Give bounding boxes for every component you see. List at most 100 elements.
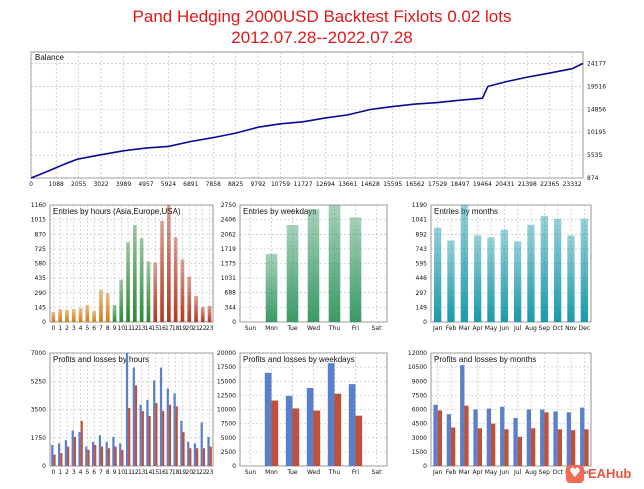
- x-tick-label: Thu: [328, 469, 340, 476]
- bar: [167, 205, 171, 322]
- x-tick-label: 5: [85, 325, 89, 332]
- x-tick-label: Feb: [446, 325, 457, 332]
- x-tick-label: 22365: [540, 181, 559, 188]
- eahub-logo-icon: ♥: [566, 465, 584, 483]
- y-tick-label: 5250: [31, 378, 46, 385]
- bar: [160, 221, 164, 322]
- balance-chart-title: Balance: [35, 53, 64, 62]
- x-tick-label: Jun: [499, 325, 510, 332]
- loss-bar: [141, 411, 144, 466]
- title-line-1: Pand Hedging 2000USD Backtest Fixlots 0.…: [132, 7, 512, 26]
- chart-title: Pand Hedging 2000USD Backtest Fixlots 0.…: [0, 6, 644, 48]
- balance-plot-frame: [30, 51, 584, 179]
- x-tick-label: 21: [192, 325, 200, 332]
- profit-bar: [71, 430, 74, 466]
- x-tick-label: 14: [145, 325, 153, 332]
- loss-bar: [168, 404, 172, 466]
- bar: [194, 295, 198, 322]
- y-tick-label: 2062: [221, 231, 236, 238]
- y-tick-label: 5000: [221, 435, 236, 442]
- x-tick-label: 21: [192, 469, 200, 476]
- bar: [307, 209, 320, 322]
- x-tick-label: 6891: [183, 181, 198, 188]
- bar: [173, 237, 178, 322]
- x-tick-label: Sep: [539, 469, 551, 476]
- y-tick-label: 0: [232, 319, 236, 326]
- x-tick-label: Oct: [552, 325, 563, 332]
- bar: [92, 310, 96, 322]
- profit-bar: [98, 435, 101, 466]
- loss-bar: [491, 423, 496, 466]
- y-tick-label: 19516: [587, 83, 606, 90]
- loss-bar: [114, 446, 117, 466]
- x-tick-label: Oct: [552, 469, 563, 476]
- x-tick-label: 6: [92, 469, 96, 476]
- profit-bar: [513, 418, 518, 466]
- bar: [328, 205, 341, 322]
- loss-bar: [571, 430, 576, 466]
- x-tick-label: 7858: [206, 181, 221, 188]
- bar: [265, 253, 278, 322]
- x-tick-label: 5924: [161, 181, 176, 188]
- x-tick-label: 0: [51, 325, 55, 332]
- loss-bar: [175, 406, 178, 466]
- loss-bar: [504, 429, 509, 466]
- bar: [85, 304, 90, 322]
- x-tick-label: May: [485, 469, 498, 476]
- panel-title: Profits and losses by weekdays: [243, 355, 355, 364]
- title-line-2: 2012.07.28--2022.07.28: [231, 28, 413, 47]
- x-tick-label: Jul: [513, 325, 522, 332]
- profit-bar: [433, 404, 438, 466]
- y-tick-label: 0: [42, 463, 46, 470]
- x-tick-label: 1: [58, 469, 62, 476]
- y-tick-label: 870: [35, 231, 47, 238]
- y-tick-label: 24177: [587, 60, 606, 67]
- y-tick-label: 2500: [221, 449, 236, 456]
- x-tick-label: Wed: [307, 469, 320, 476]
- profit-bar: [173, 393, 176, 466]
- x-tick-label: 17: [165, 469, 173, 476]
- loss-bar: [53, 454, 56, 466]
- x-tick-label: 14: [145, 469, 153, 476]
- x-tick-label: 3: [72, 325, 76, 332]
- loss-bar: [73, 436, 76, 466]
- bar: [349, 217, 362, 322]
- profit-bar: [187, 441, 190, 466]
- bar: [554, 218, 562, 322]
- y-tick-label: 14856: [587, 106, 606, 113]
- bar: [434, 227, 442, 322]
- y-tick-label: 12500: [217, 392, 236, 399]
- bar: [126, 242, 130, 322]
- profit-bar: [119, 443, 122, 466]
- x-tick-label: 2: [65, 325, 69, 332]
- x-tick-label: 23: [206, 325, 214, 332]
- y-tick-label: 688: [225, 290, 237, 297]
- y-tick-label: 0: [423, 463, 427, 470]
- bar: [286, 225, 299, 322]
- profit-bar: [460, 365, 465, 466]
- profit-bar: [139, 404, 142, 466]
- y-tick-label: 1041: [412, 217, 427, 224]
- bar: [207, 305, 212, 322]
- x-tick-label: 21398: [518, 181, 537, 188]
- profit-bar: [473, 409, 478, 466]
- loss-bar: [209, 446, 212, 466]
- bar: [112, 304, 117, 322]
- bar: [527, 224, 535, 322]
- bar: [474, 235, 482, 322]
- x-tick-label: Apr: [472, 325, 483, 332]
- y-tick-label: 20000: [217, 350, 236, 357]
- x-tick-label: 1088: [49, 181, 64, 188]
- x-tick-label: Sat: [372, 325, 382, 332]
- loss-bar: [437, 410, 442, 466]
- x-tick-label: 19: [179, 469, 187, 476]
- x-tick-label: 23332: [563, 181, 582, 188]
- x-tick-label: 12: [131, 469, 139, 476]
- loss-bar: [162, 411, 165, 466]
- y-tick-label: 0: [42, 319, 46, 326]
- profit-bar: [526, 409, 531, 466]
- x-tick-label: 17: [165, 325, 173, 332]
- x-tick-label: Aug: [525, 469, 537, 476]
- x-tick-label: Fri: [352, 469, 359, 476]
- x-tick-label: Mon: [265, 469, 278, 476]
